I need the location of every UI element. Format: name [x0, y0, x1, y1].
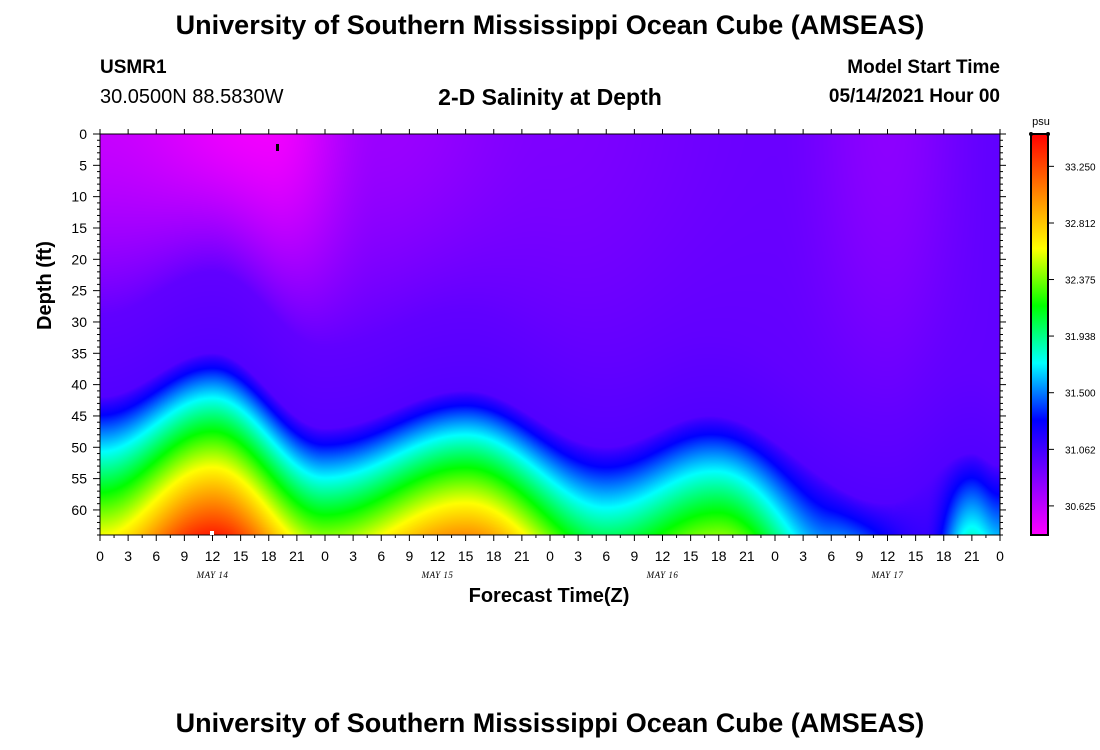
y-tick-label: 50: [71, 439, 87, 455]
colorbar-tick-label: 33.250: [1065, 162, 1096, 173]
y-tick-label: 5: [79, 157, 87, 173]
bottom-marker: [210, 531, 214, 535]
colorbar-gradient: [1031, 134, 1048, 535]
x-tick-label: 12: [430, 548, 446, 564]
x-tick-label: 12: [655, 548, 671, 564]
colorbar-tick-label: 32.375: [1065, 276, 1096, 287]
x-tick-label: 6: [827, 548, 835, 564]
x-tick-label: 12: [205, 548, 221, 564]
x-tick-label: 18: [261, 548, 277, 564]
x-tick-label: 3: [799, 548, 807, 564]
x-tick-label: 18: [936, 548, 952, 564]
x-axis-label: Forecast Time(Z): [0, 585, 1100, 608]
model-start-value: 05/14/2021 Hour 00: [828, 86, 1000, 107]
x-tick-label: 15: [908, 548, 924, 564]
x-tick-label: 3: [124, 548, 132, 564]
x-date-label: MAY 16: [646, 570, 679, 580]
x-date-label: MAY 15: [421, 570, 454, 580]
y-tick-label: 20: [71, 251, 87, 267]
colorbar-tick-label: 31.500: [1065, 389, 1096, 400]
x-tick-label: 18: [486, 548, 502, 564]
y-tick-label: 15: [71, 220, 87, 236]
x-tick-label: 21: [739, 548, 755, 564]
station-coordinates: 30.0500N 88.5830W: [100, 86, 284, 108]
x-tick-label: 21: [964, 548, 980, 564]
colorbar-unit: psu: [1032, 116, 1050, 128]
y-axis: 0 5 10 15 20 25 30 35 40 45 50 55 60: [71, 126, 87, 518]
y-tick-label: 25: [71, 283, 87, 299]
y-tick-label: 40: [71, 377, 87, 393]
y-axis-label: Depth (ft): [34, 241, 56, 330]
colorbar-corner: [1046, 132, 1050, 136]
x-tick-label: 9: [405, 548, 413, 564]
x-tick-label: 9: [630, 548, 638, 564]
chart-subtitle: 2-D Salinity at Depth: [438, 84, 662, 110]
y-tick-label: 35: [71, 345, 87, 361]
x-date-label: MAY 17: [871, 570, 904, 580]
x-tick-label: 0: [96, 548, 104, 564]
y-tick-label: 30: [71, 314, 87, 330]
station-id: USMR1: [100, 57, 167, 78]
x-tick-label: 21: [514, 548, 530, 564]
x-tick-label: 0: [546, 548, 554, 564]
x-date-label: MAY 14: [196, 570, 229, 580]
colorbar-tick-label: 32.812: [1065, 219, 1096, 230]
x-tick-label: 15: [233, 548, 249, 564]
x-tick-label: 18: [711, 548, 727, 564]
salinity-heatmap: [100, 134, 1000, 535]
x-tick-label: 21: [289, 548, 305, 564]
x-tick-label: 15: [683, 548, 699, 564]
colorbar-tick-label: 31.062: [1065, 445, 1096, 456]
x-tick-label: 9: [180, 548, 188, 564]
colorbar: psu 33.250 32.812 32.375 31.938 31.500 31.062…: [1029, 116, 1096, 536]
y-tick-label: 0: [79, 126, 87, 142]
x-axis-label-text: Forecast Time(Z): [468, 585, 630, 607]
x-tick-label: 0: [321, 548, 329, 564]
x-tick-label: 0: [771, 548, 779, 564]
x-tick-label: 6: [377, 548, 385, 564]
y-tick-label: 55: [71, 471, 87, 487]
colorbar-tick-label: 30.625: [1065, 502, 1096, 513]
x-tick-label: 0: [996, 548, 1004, 564]
plot-area: [99, 133, 1001, 536]
x-tick-label: 3: [574, 548, 582, 564]
y-tick-label: 60: [71, 502, 87, 518]
x-tick-label: 6: [152, 548, 160, 564]
colorbar-frame: [1030, 133, 1049, 536]
colorbar-corner: [1029, 132, 1033, 136]
x-tick-label: 9: [855, 548, 863, 564]
colorbar-tick-label: 31.938: [1065, 332, 1096, 343]
x-tick-label: 3: [349, 548, 357, 564]
y-tick-label: 45: [71, 408, 87, 424]
x-tick-label: 6: [602, 548, 610, 564]
model-start-label: Model Start Time: [847, 57, 1000, 78]
x-tick-label: 15: [458, 548, 474, 564]
x-axis: 0 3 6 9 12 15 18 21 0 3 6 9 12 15 18 21 0 3 6 9 12 15 18 21 0 3 6 9…: [96, 548, 1004, 580]
surface-marker: [276, 144, 279, 151]
page-title: University of Southern Mississippi Ocean…: [175, 10, 925, 40]
footer-title: University of Southern Mississippi Ocean…: [175, 708, 925, 738]
x-tick-label: 12: [880, 548, 896, 564]
axis-ticks: [93, 129, 1006, 541]
y-tick-label: 10: [71, 189, 87, 205]
